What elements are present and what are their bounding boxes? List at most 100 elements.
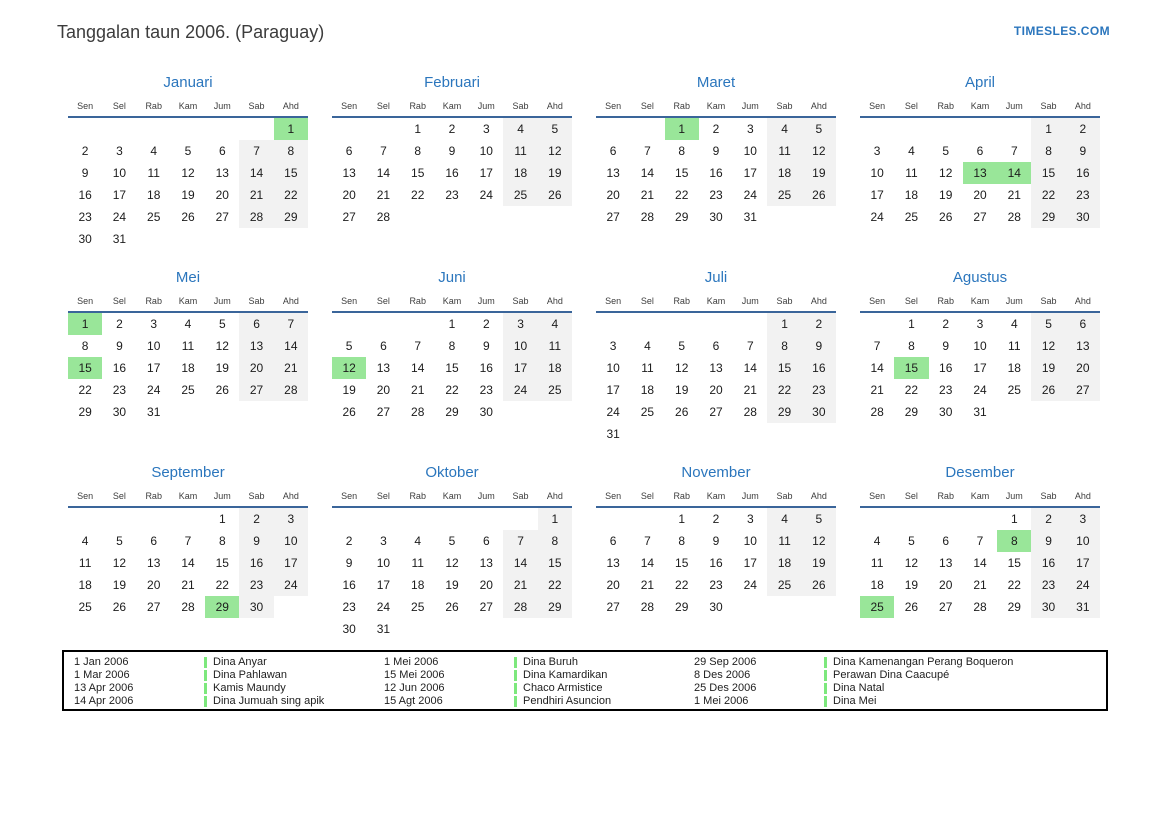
day-cell: 27: [606, 600, 620, 614]
day-cell: 23: [709, 188, 723, 202]
day-cell: 22: [1007, 578, 1021, 592]
day-cell: 27: [376, 405, 391, 419]
day-grid: 1 2 3 4 5 6 7 8 9 10 11 12 13 14 15 16 17 18 19 20 21 22 23 24 2…: [68, 118, 308, 250]
day-cell: 15: [1007, 556, 1021, 570]
site-link[interactable]: TIMESLES.COM: [1013, 24, 1110, 38]
empty-cell: [239, 118, 273, 140]
day-grid: 1 2 3 4 5 6 7 8 9 10 11 12 13 14 15 16 17 18 19 20 21 22 23 24 2…: [596, 313, 836, 445]
legend-label: Chaco Armistice: [523, 682, 603, 694]
day-cell: 18: [767, 162, 802, 184]
day-cell: 7: [414, 339, 422, 353]
empty-cell: [860, 118, 894, 140]
empty-cell: [239, 618, 273, 640]
empty-cell: [630, 313, 664, 335]
day-cell: 12: [1031, 335, 1066, 357]
holiday-marker-icon: [514, 657, 517, 668]
day-cell: 26: [445, 600, 459, 614]
day-cell: 11: [870, 556, 884, 570]
month-title: Maret: [696, 74, 736, 91]
empty-cell: [1066, 401, 1100, 423]
empty-cell: [1066, 423, 1100, 445]
day-cell: 23: [78, 210, 92, 224]
empty-cell: [860, 228, 894, 250]
empty-cell: [366, 228, 400, 250]
day-cell: 15: [68, 357, 103, 379]
weekday-label: Rab: [937, 491, 954, 501]
day-cell: 1: [273, 118, 308, 140]
empty-cell: [997, 401, 1031, 423]
day-cell: 15: [215, 556, 229, 570]
day-cell: 20: [973, 188, 987, 202]
empty-cell: [205, 618, 239, 640]
day-cell: 18: [78, 578, 92, 592]
day-cell: 11: [411, 556, 424, 570]
day-cell: 10: [743, 144, 757, 158]
day-cell: 28: [973, 600, 987, 614]
empty-cell: [503, 423, 537, 445]
day-cell: 15: [675, 556, 689, 570]
weekday-label: Sen: [605, 296, 622, 306]
month-november: November Sen Sel Rab Kam Jum Sab Ahd 1 2 3 4 5 6 7 8 9 10…: [596, 462, 836, 640]
day-cell: 1: [664, 118, 699, 140]
empty-cell: [171, 228, 205, 250]
day-cell: 6: [239, 313, 274, 335]
empty-cell: [401, 228, 435, 250]
month-februari: Februari Sen Sel Rab Kam Jum Sab Ahd 1 2 3 4 5 6 7 8 9 10…: [332, 72, 572, 250]
day-cell: 12: [537, 140, 572, 162]
weekday-label: Rab: [145, 101, 162, 111]
day-cell: 24: [376, 600, 391, 614]
empty-cell: [435, 423, 469, 445]
empty-cell: [1031, 618, 1065, 640]
weekday-label: Sel: [640, 101, 654, 111]
day-cell: 2: [712, 122, 720, 136]
day-cell: 4: [81, 534, 89, 548]
weekday-label: Rab: [673, 101, 690, 111]
empty-cell: [503, 228, 537, 250]
day-cell: 4: [644, 339, 651, 353]
day-cell: 25: [78, 600, 92, 614]
day-cell: 4: [503, 118, 538, 140]
empty-cell: [997, 423, 1031, 445]
legend-date: 12 Jun 2006: [384, 682, 445, 694]
weekday-label: Ahd: [1074, 296, 1091, 306]
weekday-label: Jum: [477, 296, 495, 306]
empty-cell: [733, 423, 767, 445]
day-cell: 6: [482, 534, 490, 548]
day-cell: 22: [273, 184, 308, 206]
day-cell: 29: [904, 405, 919, 419]
legend-entry: Dina Mei: [824, 695, 1106, 708]
day-cell: 20: [376, 383, 391, 397]
day-cell: 24: [973, 383, 987, 397]
legend-entry: Dina Natal: [824, 682, 1106, 695]
day-cell: 16: [1031, 552, 1066, 574]
empty-cell: [171, 118, 205, 140]
day-cell: 24: [870, 210, 884, 224]
day-cell: 10: [1065, 530, 1100, 552]
day-cell: 28: [870, 405, 884, 419]
day-cell: 26: [675, 405, 689, 419]
day-cell: 4: [767, 118, 802, 140]
day-cell: 19: [215, 361, 229, 375]
day-cell: 19: [445, 578, 459, 592]
day-cell: 3: [609, 339, 617, 353]
weekday-header: Sen Sel Rab Kam Jum Sab Ahd: [68, 488, 308, 508]
empty-cell: [239, 423, 273, 445]
empty-cell: [767, 596, 801, 618]
day-cell: 19: [801, 162, 836, 184]
day-cell: 22: [904, 383, 919, 397]
month-title: April: [964, 74, 995, 91]
empty-cell: [102, 618, 136, 640]
day-cell: 21: [870, 383, 884, 397]
day-cell: 27: [709, 405, 723, 419]
day-cell: 21: [743, 383, 757, 397]
day-cell: 26: [801, 574, 836, 596]
day-cell: 4: [873, 534, 881, 548]
day-cell: 3: [1065, 508, 1100, 530]
weekday-label: Sab: [512, 296, 529, 306]
empty-cell: [767, 423, 801, 445]
day-cell: 28: [640, 210, 655, 224]
empty-cell: [963, 618, 997, 640]
day-cell: 19: [112, 578, 127, 592]
empty-cell: [332, 423, 366, 445]
empty-cell: [630, 118, 664, 140]
